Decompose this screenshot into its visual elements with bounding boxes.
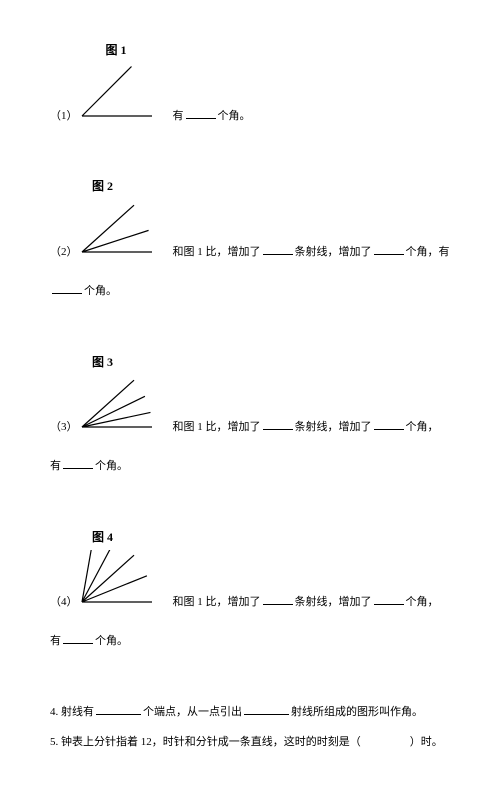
figure-4-box	[78, 550, 163, 613]
q4-blank-2[interactable]	[374, 592, 404, 605]
q1-number: （1）	[50, 107, 78, 127]
q3-blank-2[interactable]	[374, 417, 404, 430]
q5-blank[interactable]	[363, 733, 408, 745]
question-1: （1） 图 1 有个角。	[50, 40, 450, 126]
question-4-fig: 图 4 （4） 和图 1 比，增加了条射线，增加了个角， 有个角。	[50, 527, 450, 652]
q4-text: 和图 1 比，增加了条射线，增加了个角，	[173, 592, 439, 613]
q3-row: （3） 和图 1 比，增加了条射线，增加了个角，	[50, 375, 450, 438]
q2-text: 和图 1 比，增加了条射线，增加了个角，有	[173, 242, 450, 263]
q3-blank-3[interactable]	[63, 456, 93, 469]
figure-1-svg	[78, 64, 163, 119]
q2-blank-1[interactable]	[263, 242, 293, 255]
q2-number: （2）	[50, 243, 78, 263]
question-4-text: 4. 射线有个端点，从一点引出射线所组成的图形叫作角。	[50, 702, 450, 723]
q4-blank-3[interactable]	[63, 631, 93, 644]
figure-3-label: 图 3	[92, 352, 450, 374]
q3-blank-1[interactable]	[263, 417, 293, 430]
figure-2-label: 图 2	[92, 176, 450, 198]
figure-3-box	[78, 375, 163, 438]
q3-number: （3）	[50, 418, 78, 438]
figure-1-box: 图 1	[78, 40, 163, 126]
q2-continuation: 个角。	[50, 281, 450, 302]
q2-blank-3[interactable]	[52, 281, 82, 294]
q4-continuation: 有个角。	[50, 631, 450, 652]
q3-text: 和图 1 比，增加了条射线，增加了个角，	[173, 417, 439, 438]
figure-4-svg	[78, 550, 163, 605]
q4t-blank-1[interactable]	[96, 702, 141, 715]
q3-continuation: 有个角。	[50, 456, 450, 477]
q4t-blank-2[interactable]	[244, 702, 289, 715]
q1-row: （1） 图 1 有个角。	[50, 40, 450, 126]
q2-blank-2[interactable]	[374, 242, 404, 255]
figure-3-svg	[78, 375, 163, 430]
q2-row: （2） 和图 1 比，增加了条射线，增加了个角，有	[50, 200, 450, 263]
q4-blank-1[interactable]	[263, 592, 293, 605]
figure-2-svg	[78, 200, 163, 255]
figure-4-label: 图 4	[92, 527, 450, 549]
figure-1-label: 图 1	[106, 40, 163, 62]
q4-number: （4）	[50, 593, 78, 613]
q4-row: （4） 和图 1 比，增加了条射线，增加了个角，	[50, 550, 450, 613]
question-5: 5. 钟表上分针指着 12，时针和分针成一条直线，这时的时刻是（）时。	[50, 733, 450, 753]
question-3: 图 3 （3） 和图 1 比，增加了条射线，增加了个角， 有个角。	[50, 352, 450, 477]
q1-text: 有个角。	[173, 106, 251, 127]
q1-blank-1[interactable]	[186, 106, 216, 119]
question-2: 图 2 （2） 和图 1 比，增加了条射线，增加了个角，有 个角。	[50, 176, 450, 301]
figure-2-box	[78, 200, 163, 263]
